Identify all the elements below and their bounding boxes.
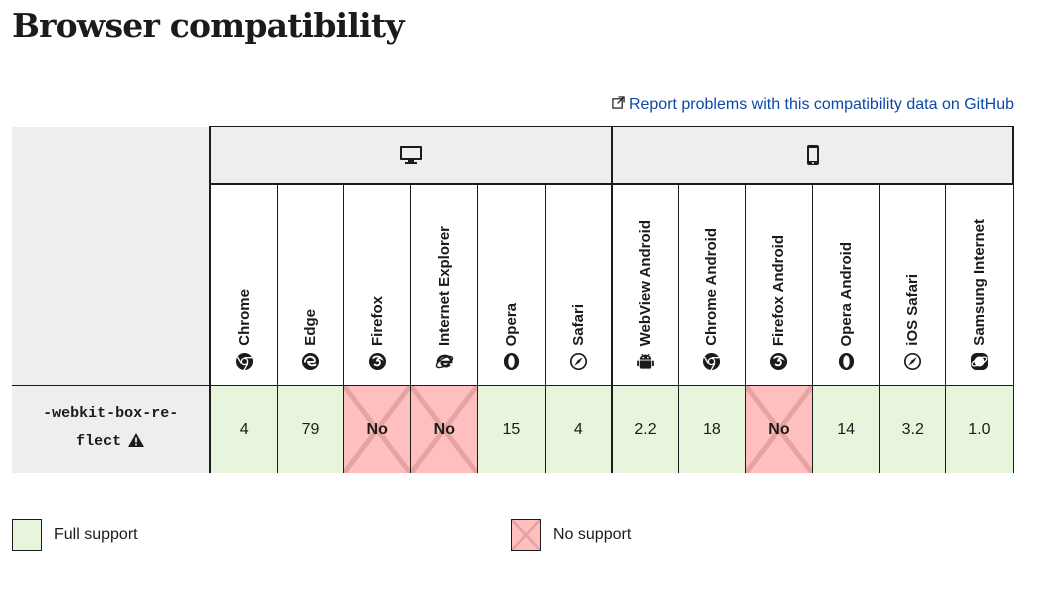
support-cell-edge[interactable]: 79 [277, 385, 345, 473]
support-cell-chrome[interactable]: 4 [210, 385, 279, 473]
browser-header-ios-safari: iOS Safari [879, 184, 947, 386]
browser-name: Firefox Android [770, 234, 788, 346]
browser-header-edge: Edge [277, 184, 345, 386]
table-row: -webkit-box-re- flect 4 79 No No 15 4 2.2 18 No 1… [12, 385, 1014, 473]
safari-icon [569, 352, 587, 371]
no-support-cross-icon [745, 386, 813, 473]
browser-name: Opera Android [837, 241, 855, 346]
feature-name-line2: flect [76, 433, 122, 450]
browser-name: Safari [569, 304, 587, 346]
opera-icon [503, 352, 520, 371]
no-support-cross-icon [344, 386, 411, 473]
firefox-icon [770, 352, 788, 371]
support-cell-opera-android[interactable]: 14 [812, 385, 881, 473]
edge-icon [302, 352, 320, 371]
feature-name[interactable]: -webkit-box-re- flect [12, 385, 212, 473]
support-value: 3.2 [901, 420, 924, 438]
legend-no-support: No support [511, 519, 631, 551]
browser-header-firefox: Firefox [343, 184, 412, 386]
support-cell-internet-explorer[interactable]: No [410, 385, 479, 473]
compat-table: Chrome Edge Firefox Internet Explorer Opera S… [12, 126, 1014, 473]
support-value: 15 [502, 420, 521, 438]
full-support-label: Full support [54, 526, 138, 543]
browser-header-internet-explorer: Internet Explorer [410, 184, 479, 386]
no-support-label: No support [553, 526, 632, 543]
browser-name: Edge [302, 309, 320, 346]
full-support-swatch [12, 519, 42, 551]
support-value: No [768, 420, 790, 438]
chrome-icon [235, 352, 253, 371]
support-cell-samsung-internet[interactable]: 1.0 [945, 385, 1014, 473]
browser-header-chrome-android: Chrome Android [678, 184, 746, 386]
platform-mobile [612, 126, 1014, 185]
browser-name: Firefox [368, 295, 386, 346]
support-value: 18 [702, 420, 721, 438]
browser-header-firefox-android: Firefox Android [745, 184, 814, 386]
browser-header-webview-android: WebView Android [612, 184, 679, 386]
firefox-icon [368, 352, 386, 371]
browser-header-opera-android: Opera Android [812, 184, 881, 386]
support-value: 1.0 [968, 420, 991, 438]
internet-explorer-icon [435, 354, 454, 369]
opera-icon [838, 352, 854, 371]
browser-name: Samsung Internet [970, 219, 988, 346]
external-link-icon [612, 95, 625, 109]
no-support-cross-icon [411, 386, 478, 473]
browser-name: Opera [502, 302, 520, 346]
report-problems-link[interactable]: Report problems with this compatibility … [612, 95, 1014, 114]
support-cell-safari[interactable]: 4 [545, 385, 614, 473]
browser-header-chrome: Chrome [210, 184, 279, 386]
browser-name: Internet Explorer [435, 225, 453, 346]
support-value: 79 [301, 420, 320, 438]
support-value: 14 [837, 420, 855, 438]
platform-desktop [210, 126, 614, 185]
support-cell-ios-safari[interactable]: 3.2 [879, 385, 947, 473]
desktop-icon [400, 146, 423, 164]
android-icon [637, 353, 654, 369]
support-value: 4 [239, 420, 249, 438]
support-value: 2.2 [634, 420, 657, 438]
browser-header-safari: Safari [545, 184, 614, 386]
browser-name: Chrome [235, 289, 253, 346]
support-cell-chrome-android[interactable]: 18 [678, 385, 746, 473]
browser-header-opera: Opera [477, 184, 546, 386]
samsung-internet-icon [970, 352, 988, 371]
support-cell-firefox-android[interactable]: No [745, 385, 814, 473]
legend-full-support: Full support [12, 519, 138, 551]
report-problems-label: Report problems with this compatibility … [628, 96, 1014, 113]
safari-icon [904, 352, 922, 371]
page-title: Browser compatibility [12, 6, 405, 45]
browser-name: iOS Safari [904, 274, 922, 346]
chrome-icon [703, 352, 721, 371]
browser-name: WebView Android [636, 219, 654, 346]
support-cell-opera[interactable]: 15 [477, 385, 546, 473]
support-cell-webview-android[interactable]: 2.2 [612, 385, 679, 473]
browser-header-samsung-internet: Samsung Internet [945, 184, 1014, 386]
support-value: No [433, 420, 455, 438]
mobile-icon [806, 145, 819, 165]
support-cell-firefox[interactable]: No [343, 385, 412, 473]
browser-header-row: Chrome Edge Firefox Internet Explorer Opera S… [12, 184, 1014, 386]
table-corner [12, 126, 212, 386]
browser-name: Chrome Android [703, 228, 721, 346]
warning-icon [127, 431, 145, 459]
no-support-swatch [511, 519, 541, 551]
feature-name-line1: -webkit-box-re- [43, 405, 179, 422]
support-value: 4 [573, 420, 583, 438]
support-value: No [366, 420, 388, 438]
